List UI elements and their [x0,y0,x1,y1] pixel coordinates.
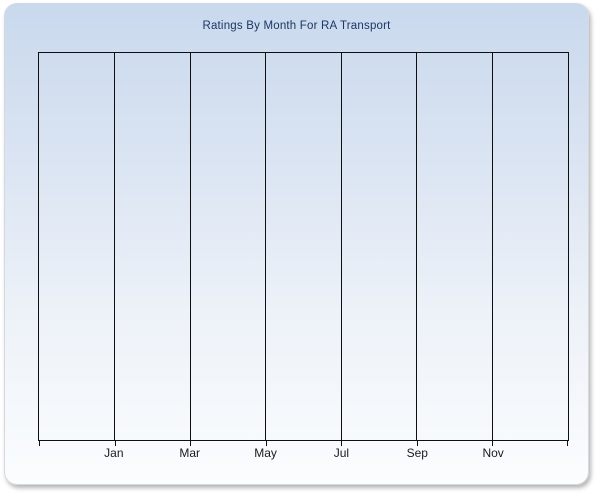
vertical-gridline [265,53,267,440]
x-axis-labels: Jan Mar May Jul Sep Nov [38,446,569,462]
x-tick-label: Jan [104,446,124,460]
axis-tick [114,440,116,446]
axis-tick [567,440,568,446]
axis-tick [190,440,192,446]
chart-widget: Ratings By Month For RA Transport Jan Mar… [4,3,589,485]
x-tick-label: Nov [482,446,504,460]
vertical-gridline [114,53,116,440]
x-tick-label: May [254,446,277,460]
vertical-gridline [189,53,191,440]
axis-tick [416,440,418,446]
chart-title: Ratings By Month For RA Transport [202,20,391,32]
x-tick-label: Jul [333,446,350,460]
x-tick-label: Mar [179,446,201,460]
axis-tick [265,440,267,446]
plot-area [38,52,569,446]
vertical-gridline [491,53,493,440]
vertical-gridline [416,53,418,440]
axis-tick [492,440,494,446]
x-tick-label: Sep [406,446,428,460]
axis-tick [341,440,343,446]
axis-tick [39,440,40,446]
vertical-gridline [340,53,342,440]
